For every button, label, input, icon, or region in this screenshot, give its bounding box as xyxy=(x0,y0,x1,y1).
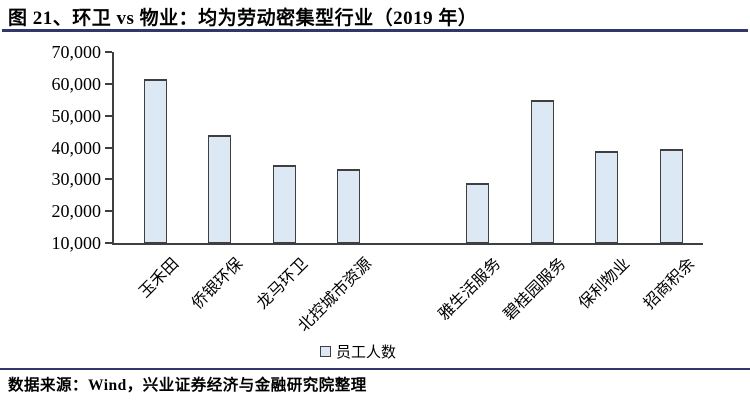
y-axis-tick xyxy=(105,51,112,53)
x-axis-category-label: 龙马环卫 xyxy=(253,255,312,313)
y-axis-tick xyxy=(105,178,112,181)
y-axis-tick-label: 40,000 xyxy=(51,137,102,158)
y-axis-tick xyxy=(105,114,112,117)
title-underline-rule xyxy=(2,29,748,32)
bar-北控城市资源 xyxy=(337,169,360,243)
bar-侨银环保 xyxy=(208,135,231,243)
chart-legend: 员工人数 xyxy=(320,341,396,362)
x-axis-category-label: 雅生活服务 xyxy=(436,255,505,324)
y-axis-tick xyxy=(105,210,112,213)
bar-碧桂园服务 xyxy=(530,100,554,243)
y-axis-tick-label: 30,000 xyxy=(51,169,102,190)
y-axis-tick-label: 50,000 xyxy=(51,105,102,126)
y-axis-tick-label: 10,000 xyxy=(51,233,102,253)
bar-雅生活服务 xyxy=(466,183,489,243)
y-axis-tick xyxy=(105,242,112,244)
y-axis-tick xyxy=(105,146,112,149)
bar-龙马环卫 xyxy=(272,165,296,243)
legend-swatch-employee-count xyxy=(320,346,331,357)
bar-招商积余 xyxy=(659,149,683,243)
x-axis-category-label: 玉禾田 xyxy=(136,255,183,302)
bar-玉禾田 xyxy=(143,79,167,243)
legend-label: 员工人数 xyxy=(336,345,397,361)
x-axis-category-label: 保利物业 xyxy=(576,255,634,313)
x-axis-line xyxy=(112,243,703,245)
y-axis-tick-label: 20,000 xyxy=(51,201,102,222)
footer-divider-rule xyxy=(0,367,750,370)
y-axis-tick xyxy=(105,82,112,85)
bar-保利物业 xyxy=(595,151,618,243)
x-axis-category-label: 招商积余 xyxy=(640,255,699,313)
data-source-note: 数据来源：Wind，兴业证券经济与金融研究院整理 xyxy=(8,377,367,394)
y-axis-tick-label: 70,000 xyxy=(51,42,102,62)
x-axis-category-label: 碧桂园服务 xyxy=(500,255,570,324)
y-axis-line xyxy=(112,52,114,243)
figure-title: 图 21、环卫 vs 物业：均为劳动密集型行业（2019 年） xyxy=(8,8,478,29)
x-axis-category-label: 侨银环保 xyxy=(189,255,247,313)
y-axis-tick-label: 60,000 xyxy=(51,73,102,94)
